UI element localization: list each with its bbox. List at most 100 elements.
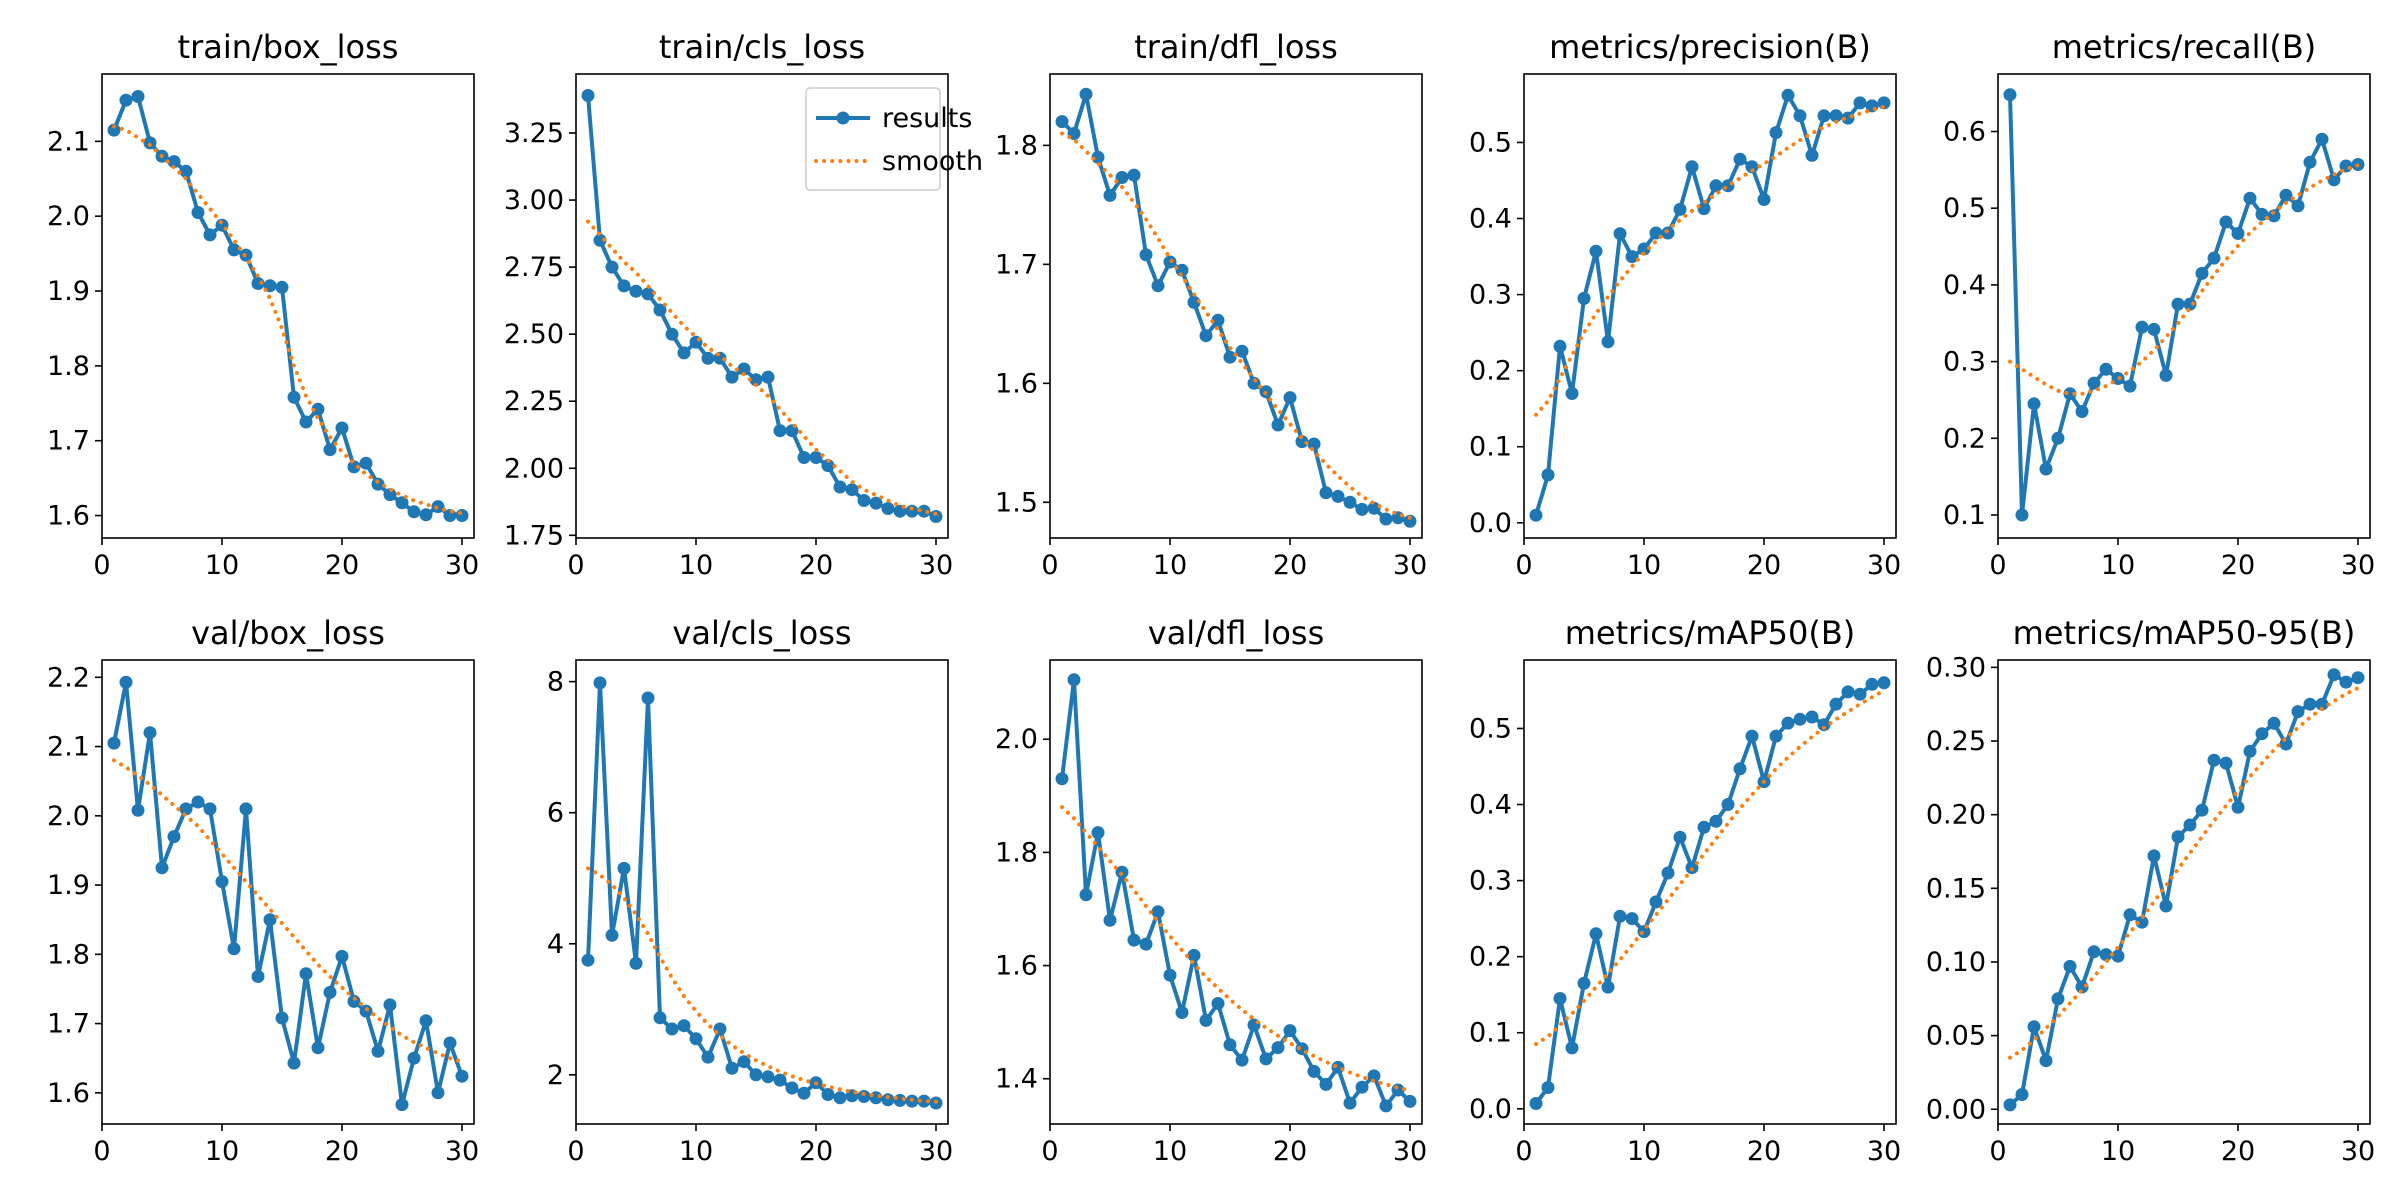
chart-panel-metrics-map50-b: metrics/mAP50(B) 0 10 20 30 0.0 0.1 0.2 0.3 0.4 0.…	[1469, 614, 1901, 1167]
y-tick-label: 1.75	[504, 520, 564, 551]
results-point	[2255, 727, 2269, 741]
axes-frame	[1997, 659, 2371, 1125]
chart-panel-train-cls-loss: train/cls_loss 0 10 20 30 1.75 2.00 2.25 2.50 2.7…	[504, 28, 983, 581]
results-point	[1613, 909, 1627, 923]
x-tick-label: 0	[1041, 1136, 1058, 1167]
results-point	[215, 875, 229, 889]
results-point	[1187, 295, 1201, 309]
results-point	[1355, 1080, 1369, 1094]
y-tick-label: 0.00	[1926, 1094, 1986, 1125]
results-point	[2351, 671, 2365, 685]
x-tick-label: 10	[1153, 550, 1187, 581]
results-point	[821, 1088, 835, 1101]
results-point	[1673, 202, 1687, 216]
results-point	[1139, 937, 1153, 951]
results-point	[119, 675, 133, 689]
results-point	[2099, 362, 2113, 376]
results-point	[2195, 803, 2209, 817]
results-point	[347, 994, 361, 1008]
y-tick-label: 2.75	[504, 252, 564, 283]
results-point	[395, 496, 409, 510]
results-point	[1055, 115, 1069, 129]
results-point	[2015, 1088, 2029, 1101]
x-tick-label: 0	[567, 550, 584, 581]
results-point	[1367, 1069, 1381, 1083]
results-point	[749, 1068, 763, 1082]
results-point	[323, 985, 337, 999]
chart-title: metrics/mAP50-95(B)	[2013, 614, 2356, 652]
results-point	[701, 351, 715, 365]
results-point	[1223, 350, 1237, 364]
chart-title: train/box_loss	[178, 28, 399, 66]
x-tick-label: 0	[567, 1136, 584, 1167]
results-point	[299, 415, 313, 429]
results-point	[1211, 997, 1225, 1010]
results-point	[1403, 1094, 1417, 1108]
results-point	[1151, 905, 1165, 919]
results-point	[1697, 820, 1711, 834]
y-tick-label: 0.1	[1469, 1018, 1512, 1049]
results-point	[1649, 895, 1663, 909]
y-tick-label: 2.0	[995, 724, 1038, 755]
y-tick-label: 1.6	[47, 1078, 90, 1109]
results-point	[2111, 949, 2125, 963]
y-tick-label: 2.1	[47, 732, 90, 763]
chart-panel-val-box-loss: val/box_loss 0 10 20 30 1.6 1.7 1.8 1.9 2.0 2.1 2.2	[47, 614, 479, 1167]
y-tick-label: 1.7	[47, 1009, 90, 1040]
results-point	[167, 830, 181, 844]
y-tick-label: 0.3	[1943, 347, 1986, 378]
results-point	[1877, 96, 1891, 110]
y-tick-label: 2.0	[47, 801, 90, 832]
results-point	[2291, 705, 2305, 719]
results-point	[311, 402, 325, 416]
results-point	[797, 451, 811, 464]
results-point	[2327, 668, 2341, 682]
results-point	[371, 1044, 385, 1058]
x-tick-label: 30	[1393, 550, 1427, 581]
results-point	[323, 443, 337, 457]
x-tick-label: 20	[799, 1136, 833, 1167]
results-point	[1139, 248, 1153, 262]
results-point	[1829, 697, 1843, 711]
y-tick-label: 4	[547, 929, 564, 960]
y-tick-label: 0.4	[1469, 204, 1512, 235]
chart-panel-train-dfl-loss: train/dfl_loss 0 10 20 30 1.5 1.6 1.7 1.8	[995, 28, 1427, 581]
results-point	[677, 1019, 691, 1033]
results-point	[1769, 126, 1783, 140]
results-point	[1577, 976, 1591, 990]
results-point	[251, 277, 265, 290]
results-point	[1307, 1064, 1321, 1078]
axes-frame	[575, 659, 949, 1125]
results-point	[1601, 335, 1615, 349]
chart-title: val/cls_loss	[672, 614, 851, 652]
results-point	[1853, 687, 1867, 701]
results-point	[2039, 462, 2053, 476]
results-point	[179, 164, 193, 178]
chart-title: train/dfl_loss	[1134, 28, 1338, 66]
results-point	[407, 505, 421, 519]
results-point	[1757, 193, 1771, 206]
results-point	[191, 206, 205, 219]
results-point	[383, 998, 397, 1012]
results-point	[131, 803, 145, 817]
results-point	[1115, 171, 1129, 184]
axes-frame	[1523, 659, 1897, 1125]
y-tick-label: 0.4	[1469, 790, 1512, 821]
results-point	[287, 1056, 301, 1070]
chart-title: val/box_loss	[191, 614, 385, 652]
results-point	[1271, 418, 1285, 432]
y-tick-label: 1.7	[47, 426, 90, 457]
axes-frame	[101, 659, 475, 1125]
results-point	[605, 260, 619, 274]
results-point	[1853, 96, 1867, 110]
x-tick-label: 20	[325, 1136, 359, 1167]
results-point	[1565, 1041, 1579, 1055]
y-tick-label: 0.2	[1943, 423, 1986, 454]
results-point	[1529, 1097, 1543, 1110]
results-point	[167, 155, 181, 169]
x-tick-label: 30	[445, 1136, 479, 1167]
y-tick-label: 0.20	[1926, 800, 1986, 831]
results-point	[407, 1051, 421, 1065]
results-point	[119, 93, 133, 107]
results-point	[2099, 948, 2113, 962]
